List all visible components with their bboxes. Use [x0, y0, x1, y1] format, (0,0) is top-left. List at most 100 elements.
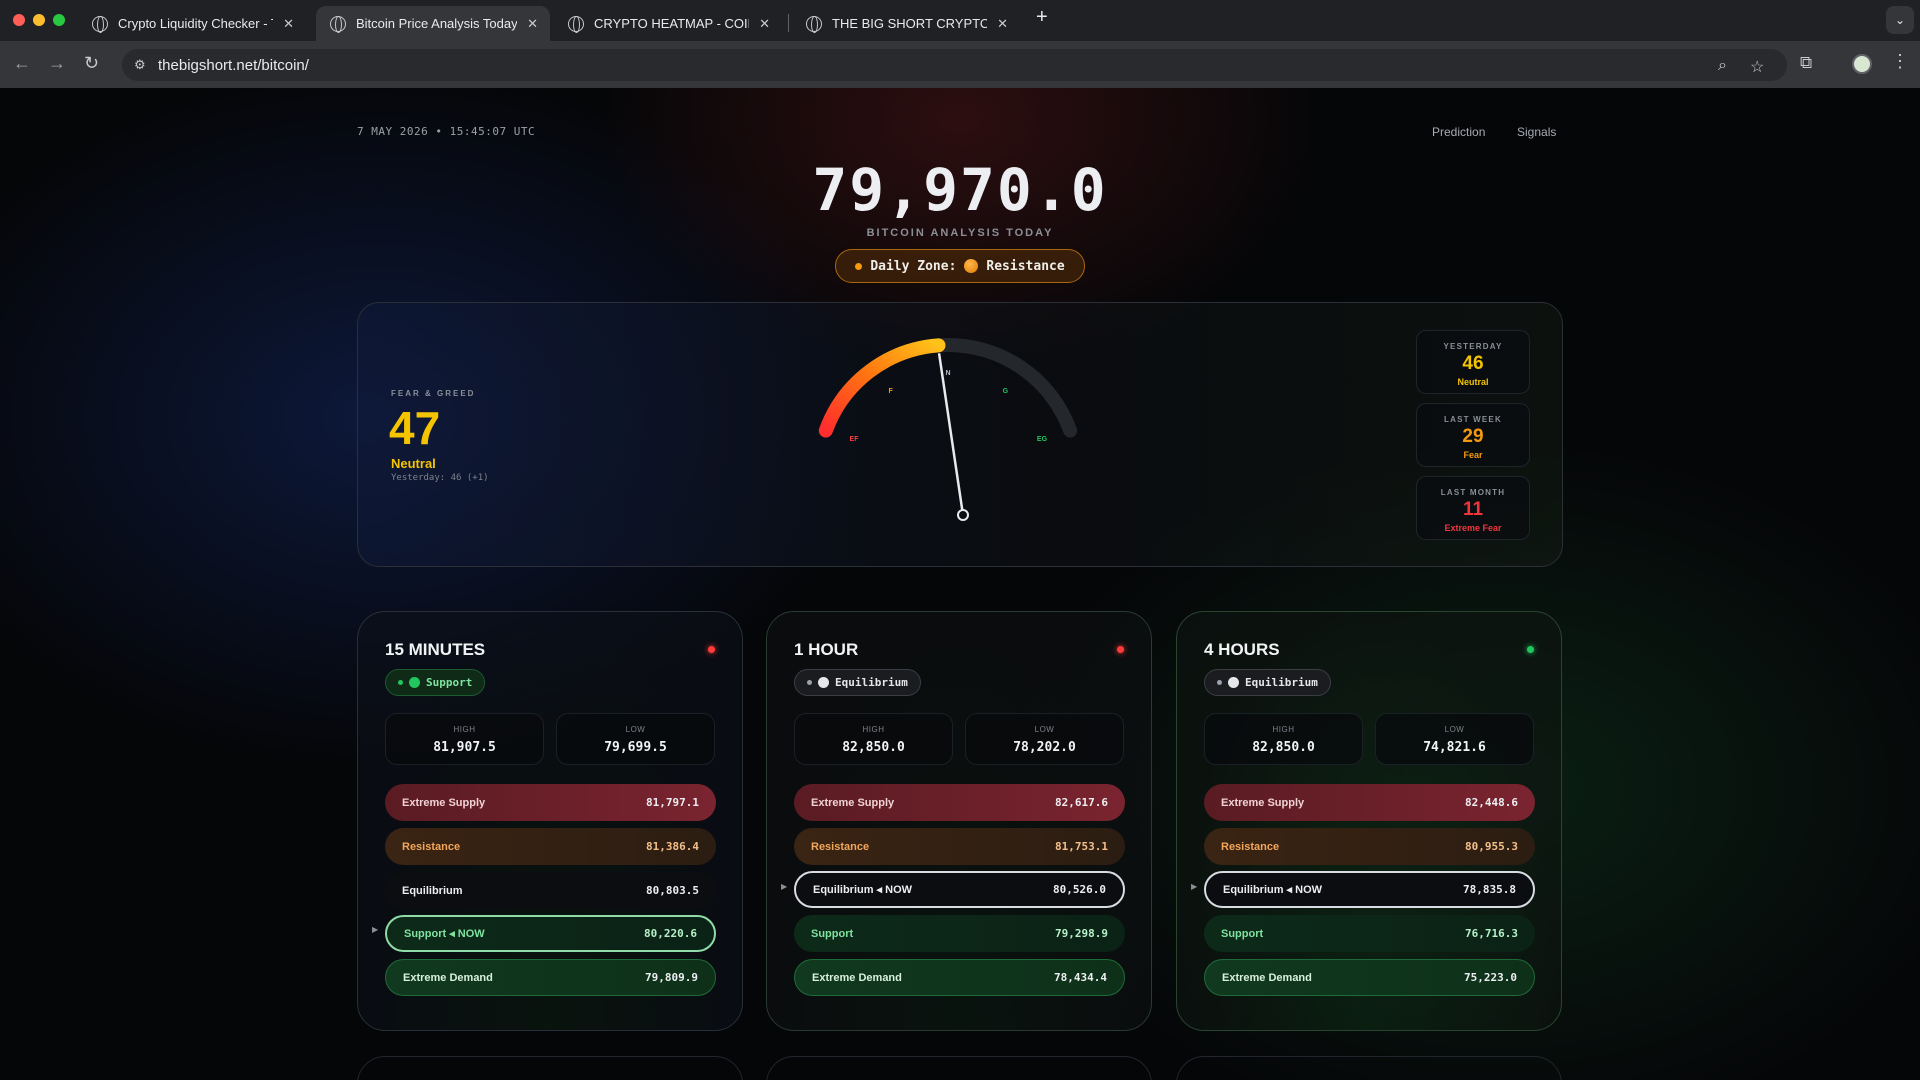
tab-label: THE BIG SHORT CRYPTO	[832, 16, 988, 31]
history-last-week: LAST WEEK 29 Fear	[1416, 403, 1530, 467]
high-label: HIGH	[453, 725, 476, 734]
extensions-icon[interactable]: ⧉	[1800, 53, 1813, 72]
level-name: Extreme Supply	[1221, 796, 1305, 809]
profile-avatar[interactable]	[1852, 54, 1872, 74]
high-box: HIGH 81,907.5	[385, 713, 544, 765]
level-name: Support ◂ NOW	[404, 928, 485, 940]
new-tab-button[interactable]: +	[1036, 6, 1048, 28]
card-title: 4 HOURS	[1204, 640, 1280, 659]
zoom-window-button[interactable]	[53, 14, 65, 26]
level-value: 80,955.3	[1465, 840, 1518, 853]
fear-greed-yesterday: Yesterday: 46 (+1)	[391, 473, 489, 483]
reload-button[interactable]: ↻	[84, 53, 100, 73]
high-box: HIGH 82,850.0	[794, 713, 953, 765]
level-extreme-demand: Extreme Demand 75,223.0	[1204, 959, 1535, 996]
level-name: Equilibrium ◂ NOW	[1223, 884, 1323, 896]
history-class: Extreme Fear	[1444, 523, 1502, 533]
tab-crypto-liquidity[interactable]: Crypto Liquidity Checker - Th ✕	[78, 6, 306, 41]
low-value: 78,202.0	[1013, 740, 1076, 755]
zone-badge: Support	[385, 669, 486, 696]
level-value: 80,803.5	[646, 884, 699, 897]
level-name: Equilibrium ◂ NOW	[813, 884, 913, 896]
level-extreme-supply: Extreme Supply 82,617.6	[794, 784, 1125, 821]
history-value: 29	[1462, 426, 1484, 447]
trend-indicator-dot	[1117, 646, 1124, 653]
high-label: HIGH	[1272, 725, 1295, 734]
site-settings-icon[interactable]: ⚙	[134, 57, 146, 72]
zone-label: Daily Zone:	[870, 258, 957, 274]
minimize-window-button[interactable]	[33, 14, 45, 26]
high-box: HIGH 82,850.0	[1204, 713, 1363, 765]
low-box: LOW 79,699.5	[556, 713, 715, 765]
level-resistance: Resistance 81,753.1	[794, 828, 1125, 865]
level-value: 81,797.1	[646, 796, 699, 809]
high-value: 81,907.5	[433, 740, 496, 755]
datetime-stamp: 7 MAY 2026 • 15:45:07 UTC	[357, 125, 536, 138]
badge-label: Equilibrium	[1245, 676, 1318, 689]
tab-search-button[interactable]: ⌄	[1886, 6, 1914, 34]
daily-zone-badge: Daily Zone: Resistance	[835, 249, 1085, 283]
close-tab-icon[interactable]: ✕	[997, 15, 1008, 31]
level-value: 80,220.6	[644, 927, 697, 940]
globe-icon	[806, 15, 822, 33]
fear-greed-panel: FEAR & GREED 47 Neutral Yesterday: 46 (+…	[357, 302, 1563, 567]
history-label: LAST MONTH	[1440, 488, 1506, 497]
tab-label: Bitcoin Price Analysis Today |	[356, 16, 518, 31]
bookmark-star-icon[interactable]: ☆	[1750, 59, 1765, 76]
level-name: Resistance	[1221, 840, 1280, 853]
badge-label: Support	[426, 676, 473, 689]
close-tab-icon[interactable]: ✕	[527, 15, 538, 31]
level-value: 79,809.9	[645, 971, 698, 984]
globe-icon	[92, 15, 108, 33]
history-class: Neutral	[1457, 377, 1489, 387]
page-content: 7 MAY 2026 • 15:45:07 UTC Prediction Sig…	[0, 88, 1920, 1080]
badge-dot	[398, 680, 403, 685]
zoom-icon[interactable]: ⌕	[1718, 57, 1727, 74]
level-value: 82,617.6	[1055, 796, 1108, 809]
btc-price: 79,970.0	[812, 156, 1108, 224]
tab-label: Crypto Liquidity Checker - Th	[118, 16, 274, 31]
low-value: 79,699.5	[604, 740, 667, 755]
close-tab-icon[interactable]: ✕	[283, 15, 294, 31]
level-name: Equilibrium	[402, 884, 463, 897]
level-support: Support 76,716.3	[1204, 915, 1535, 952]
url-text[interactable]: thebigshort.net/bitcoin/	[158, 57, 309, 74]
low-label: LOW	[1444, 725, 1465, 734]
level-name: Support	[1221, 927, 1264, 940]
level-name: Extreme Demand	[1222, 971, 1312, 984]
level-value: 82,448.6	[1465, 796, 1518, 809]
timeframe-card-partial	[357, 1056, 743, 1080]
level-resistance: Resistance 81,386.4	[385, 828, 716, 865]
level-extreme-supply: Extreme Supply 82,448.6	[1204, 784, 1535, 821]
close-window-button[interactable]	[13, 14, 25, 26]
high-value: 82,850.0	[842, 740, 905, 755]
level-value: 81,753.1	[1055, 840, 1108, 853]
tab-separator	[788, 14, 789, 32]
low-box: LOW 78,202.0	[965, 713, 1124, 765]
level-value: 76,716.3	[1465, 927, 1518, 940]
tab-crypto-heatmap[interactable]: CRYPTO HEATMAP - COINLIS ✕	[554, 6, 782, 41]
history-class: Fear	[1463, 450, 1483, 460]
level-value: 79,298.9	[1055, 927, 1108, 940]
page-subtitle: BITCOIN ANALYSIS TODAY	[866, 227, 1054, 239]
back-button[interactable]: ←	[13, 53, 31, 73]
card-title: 15 MINUTES	[385, 640, 486, 659]
nav-prediction-link[interactable]: Prediction	[1432, 125, 1486, 139]
level-value: 81,386.4	[646, 840, 699, 853]
gauge-tick-label: EF	[850, 436, 860, 443]
menu-kebab-icon[interactable]: ⋮	[1891, 51, 1909, 71]
history-label: YESTERDAY	[1443, 342, 1503, 351]
history-last-month: LAST MONTH 11 Extreme Fear	[1416, 476, 1530, 540]
forward-button[interactable]: →	[48, 53, 66, 73]
nav-signals-link[interactable]: Signals	[1517, 125, 1557, 139]
tab-bitcoin-price-analysis[interactable]: Bitcoin Price Analysis Today | ✕	[316, 6, 550, 41]
tab-big-short-crypto[interactable]: THE BIG SHORT CRYPTO ✕	[792, 6, 1020, 41]
gauge-tick-label: G	[1003, 388, 1009, 395]
level-name: Extreme Demand	[812, 971, 902, 984]
address-bar[interactable]: ⚙ thebigshort.net/bitcoin/ ⌕ ☆	[122, 49, 1787, 81]
close-tab-icon[interactable]: ✕	[759, 15, 770, 31]
history-yesterday: YESTERDAY 46 Neutral	[1416, 330, 1530, 394]
level-name: Resistance	[811, 840, 870, 853]
history-label: LAST WEEK	[1444, 415, 1502, 424]
level-resistance: Resistance 80,955.3	[1204, 828, 1535, 865]
